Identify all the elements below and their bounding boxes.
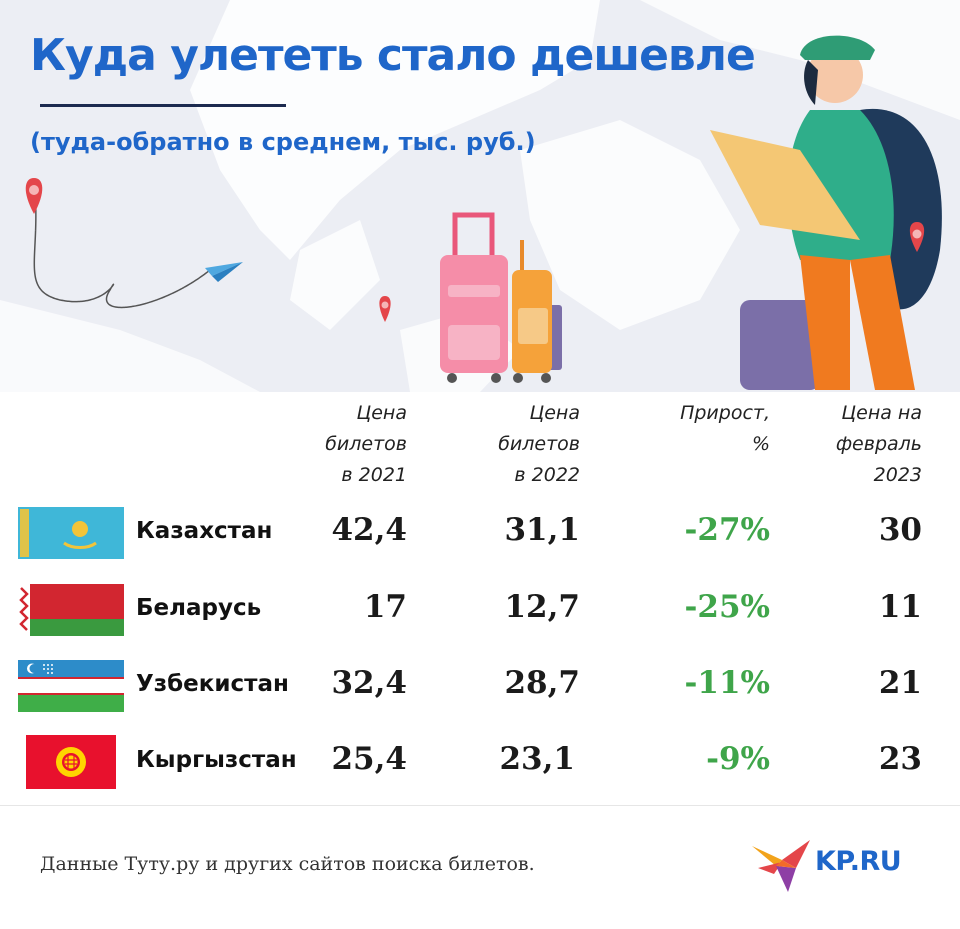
page-subtitle: (туда-обратно в среднем, тыс. руб.)	[30, 128, 536, 156]
header-growth: Прирост, %	[680, 402, 770, 455]
kyrgyzstan-flag-icon	[26, 735, 116, 789]
price-2022-value: 12,7	[504, 589, 580, 625]
price-2021-value: 42,4	[331, 512, 407, 548]
pink-suitcase-icon	[440, 212, 508, 383]
footer-divider	[0, 805, 960, 806]
world-map-background	[0, 0, 960, 392]
title-underline	[40, 104, 286, 107]
country-name: Кыргызстан	[136, 747, 297, 773]
country-name: Казахстан	[136, 518, 273, 544]
price-2021-value: 25,4	[331, 741, 407, 777]
price-feb-2023-value: 11	[878, 589, 922, 625]
pin-icon-left	[25, 178, 43, 214]
country-name: Узбекистан	[136, 671, 289, 697]
pin-icon-right	[909, 222, 925, 252]
page-title: Куда улететь стало дешевле	[30, 30, 756, 81]
kp-bird-logo-icon	[752, 838, 814, 898]
growth-value: -27%	[684, 512, 770, 548]
growth-value: -25%	[684, 589, 770, 625]
growth-value: -11%	[684, 665, 770, 701]
header-price-feb-2023: Цена на февраль 2023	[835, 402, 922, 486]
header-price-2021: Цена билетов в 2021	[325, 402, 407, 486]
table-row: Узбекистан 32,4 28,7 -11% 21	[0, 656, 960, 716]
header-price-2022: Цена билетов в 2022	[498, 402, 580, 486]
table-row: Беларусь 17 12,7 -25% 11	[0, 580, 960, 640]
price-2022-value: 23,1	[499, 741, 575, 777]
table-row: Казахстан 42,4 31,1 -27% 30	[0, 503, 960, 563]
country-name: Беларусь	[136, 595, 262, 621]
price-feb-2023-value: 23	[878, 741, 922, 777]
kp-logo-text: KP.RU	[815, 846, 902, 877]
price-feb-2023-value: 21	[878, 665, 922, 701]
belarus-flag-icon	[18, 584, 124, 636]
price-2021-value: 17	[363, 589, 407, 625]
paper-plane-icon	[205, 262, 243, 282]
map-illustration	[0, 0, 960, 392]
price-feb-2023-value: 30	[878, 512, 922, 548]
uzbekistan-flag-icon	[18, 660, 124, 712]
source-note: Данные Туту.ру и других сайтов поиска би…	[40, 853, 535, 875]
orange-suitcase-icon	[512, 240, 562, 383]
price-2022-value: 31,1	[504, 512, 580, 548]
price-2022-value: 28,7	[504, 665, 580, 701]
table-row: Кыргызстан 25,4 23,1 -9% 23	[0, 732, 960, 792]
traveler-illustration	[710, 35, 942, 390]
kazakhstan-flag-icon	[18, 507, 124, 559]
growth-value: -9%	[706, 741, 770, 777]
price-2021-value: 32,4	[331, 665, 407, 701]
pin-icon-center	[379, 296, 391, 322]
